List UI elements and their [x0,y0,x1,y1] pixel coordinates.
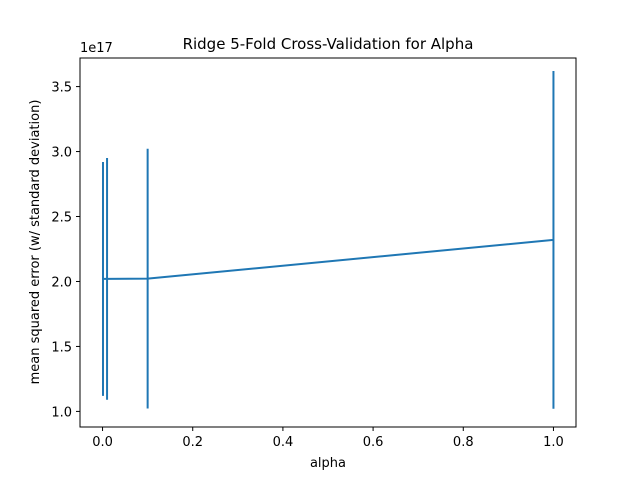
x-tick-label: 1.0 [543,435,564,450]
x-axis-label: alpha [310,456,346,471]
y-tick-label: 1.5 [51,340,72,355]
y-tick-label: 1.0 [51,405,72,420]
x-tick-label: 0.0 [92,435,113,450]
x-tick-label: 0.8 [453,435,474,450]
chart-title: Ridge 5-Fold Cross-Validation for Alpha [183,35,474,53]
y-tick-label: 3.0 [51,146,72,161]
y-tick-label: 2.5 [51,211,72,226]
y-tick-label: 2.0 [51,275,72,290]
series [103,71,553,409]
x-tick-label: 0.6 [363,435,384,450]
x-tick-label: 0.4 [273,435,294,450]
y-tick-label: 3.5 [51,81,72,96]
x-tick-label: 0.2 [182,435,203,450]
y-offset-label: 1e17 [80,41,113,56]
plot-frame [80,58,576,427]
y-axis-label: mean squared error (w/ standard deviatio… [28,100,43,385]
axis-ticks: 0.0 0.2 0.4 0.6 0.8 1.0 1.0 1.5 2.0 2.5 3.0 3.5 [51,81,563,450]
series-line [103,240,553,279]
